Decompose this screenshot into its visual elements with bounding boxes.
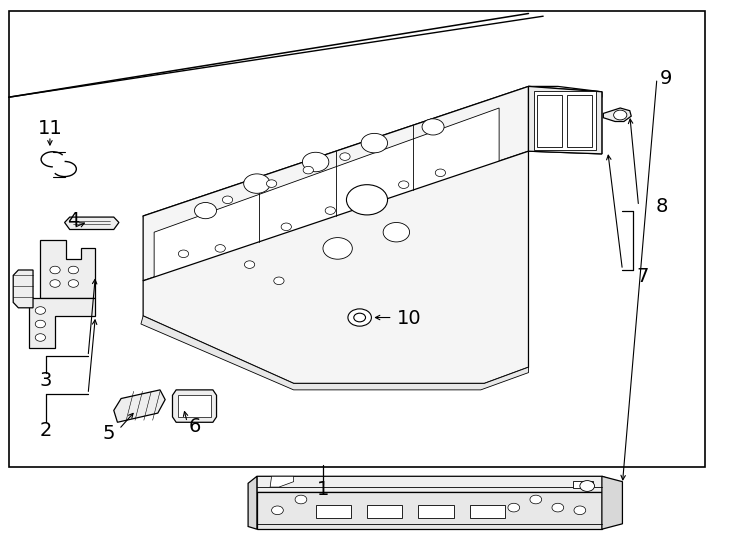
Circle shape xyxy=(361,133,388,153)
Text: 3: 3 xyxy=(40,371,51,390)
Circle shape xyxy=(281,223,291,231)
Text: 10: 10 xyxy=(397,309,422,328)
Circle shape xyxy=(295,495,307,504)
Circle shape xyxy=(340,153,350,160)
Circle shape xyxy=(35,320,46,328)
Circle shape xyxy=(195,202,217,219)
Text: 6: 6 xyxy=(189,417,200,436)
Circle shape xyxy=(325,207,335,214)
Circle shape xyxy=(354,313,366,322)
Polygon shape xyxy=(141,316,528,390)
Circle shape xyxy=(302,152,329,172)
Circle shape xyxy=(552,503,564,512)
Polygon shape xyxy=(257,492,602,529)
Circle shape xyxy=(178,250,189,258)
Circle shape xyxy=(244,261,255,268)
Polygon shape xyxy=(528,86,602,154)
Polygon shape xyxy=(143,151,528,383)
Circle shape xyxy=(323,238,352,259)
Polygon shape xyxy=(172,390,217,422)
Circle shape xyxy=(50,280,60,287)
Circle shape xyxy=(35,307,46,314)
Circle shape xyxy=(303,166,313,174)
Polygon shape xyxy=(603,108,631,122)
Polygon shape xyxy=(114,390,165,422)
Bar xyxy=(537,94,562,147)
Circle shape xyxy=(274,277,284,285)
Circle shape xyxy=(244,174,270,193)
Circle shape xyxy=(362,193,372,201)
Text: 9: 9 xyxy=(660,69,672,88)
Text: 11: 11 xyxy=(37,119,62,138)
Polygon shape xyxy=(65,217,119,230)
Circle shape xyxy=(422,119,444,135)
Text: 8: 8 xyxy=(656,197,668,216)
Polygon shape xyxy=(602,476,622,529)
Bar xyxy=(534,91,596,150)
Circle shape xyxy=(50,266,60,274)
Polygon shape xyxy=(154,108,499,286)
Circle shape xyxy=(435,169,446,177)
Circle shape xyxy=(35,334,46,341)
Circle shape xyxy=(383,222,410,242)
Bar xyxy=(178,395,211,417)
Bar xyxy=(418,505,454,518)
Polygon shape xyxy=(29,298,95,348)
Circle shape xyxy=(508,503,520,512)
Circle shape xyxy=(68,280,79,287)
Text: 1: 1 xyxy=(317,480,329,499)
Bar xyxy=(316,505,351,518)
Polygon shape xyxy=(40,240,95,298)
Polygon shape xyxy=(248,476,257,529)
Bar xyxy=(567,94,592,147)
Polygon shape xyxy=(257,476,622,492)
Polygon shape xyxy=(143,86,602,227)
Circle shape xyxy=(222,196,233,204)
Circle shape xyxy=(574,506,586,515)
Circle shape xyxy=(215,245,225,252)
Circle shape xyxy=(530,495,542,504)
Circle shape xyxy=(348,309,371,326)
Circle shape xyxy=(68,266,79,274)
Circle shape xyxy=(346,185,388,215)
Circle shape xyxy=(614,110,627,120)
Polygon shape xyxy=(270,476,294,487)
Bar xyxy=(367,505,402,518)
Circle shape xyxy=(580,481,595,491)
Text: 5: 5 xyxy=(102,424,115,443)
Circle shape xyxy=(272,506,283,515)
Text: 2: 2 xyxy=(40,421,51,440)
Polygon shape xyxy=(528,86,602,154)
Bar xyxy=(9,11,705,467)
Polygon shape xyxy=(143,86,528,281)
Circle shape xyxy=(266,180,277,187)
Bar xyxy=(573,481,593,488)
Bar xyxy=(470,505,505,518)
Text: 4: 4 xyxy=(68,211,79,230)
Circle shape xyxy=(399,181,409,188)
Polygon shape xyxy=(13,270,33,308)
Text: 7: 7 xyxy=(637,267,649,286)
